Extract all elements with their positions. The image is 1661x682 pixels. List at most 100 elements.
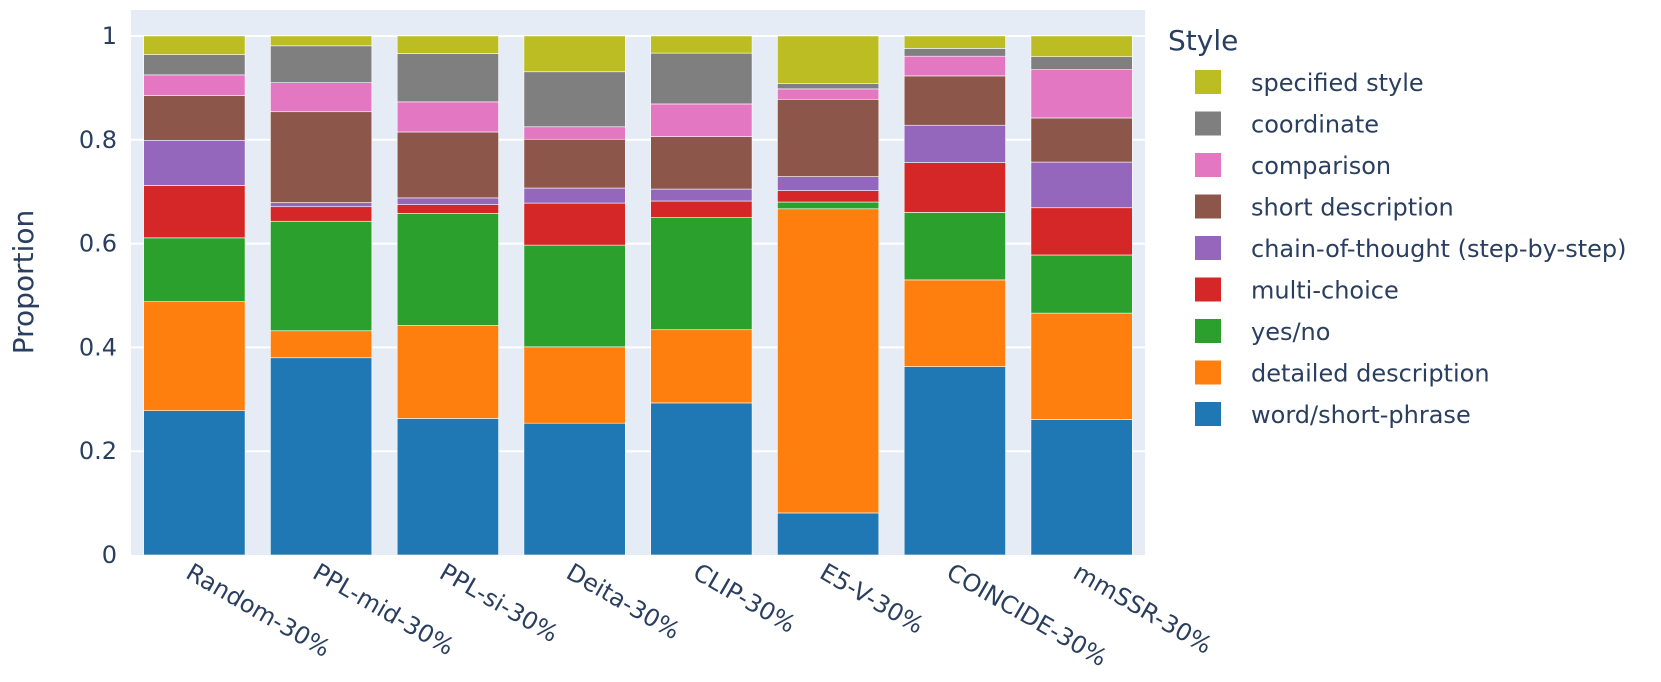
bar-segment: [396, 213, 499, 326]
bar-segment: [143, 54, 246, 76]
bar-segment: [270, 202, 373, 208]
bar-segment: [1030, 117, 1133, 163]
bar-segment: [523, 187, 626, 204]
y-tick-label: 0.6: [79, 230, 117, 258]
bar-segment: [523, 126, 626, 140]
bar-segment: [396, 101, 499, 133]
bar-segment: [1030, 69, 1133, 119]
legend-swatch: [1195, 153, 1221, 177]
bar-segment: [270, 330, 373, 359]
bar-segment: [523, 35, 626, 73]
bar-segment: [523, 138, 626, 189]
legend-swatch: [1195, 360, 1221, 385]
legend-swatch: [1195, 402, 1221, 426]
bar-segment: [270, 35, 373, 47]
legend-label: multi-choice: [1251, 277, 1399, 305]
legend-label: coordinate: [1251, 111, 1379, 139]
bar-segment: [777, 190, 880, 203]
legend-swatch: [1195, 319, 1221, 343]
bar-segment: [650, 217, 753, 331]
bar-segment: [903, 75, 1006, 126]
legend-swatch: [1195, 277, 1221, 302]
bar-segment: [650, 402, 753, 556]
bar-segment: [523, 244, 626, 348]
bar-segment: [270, 357, 373, 556]
bar-segment: [396, 204, 499, 214]
bar-segment: [143, 410, 246, 556]
y-axis-ticks: 0 0.2 0.4 0.6 0.8 1: [79, 22, 117, 569]
legend-label: specified style: [1251, 69, 1424, 97]
y-tick-label: 0: [102, 541, 117, 569]
bar-segment: [143, 74, 246, 96]
bar-segment: [396, 131, 499, 199]
y-tick-label: 0.4: [79, 333, 117, 361]
legend-swatch: [1195, 70, 1221, 94]
legend-items: specified style coordinate comparison short…: [1195, 69, 1626, 429]
bar-segment: [523, 346, 626, 424]
legend-swatch: [1195, 111, 1221, 136]
legend-swatch: [1195, 194, 1221, 219]
x-axis-ticks: Random-30%PPL-mid-30%PPL-si-30%Deita-30%…: [181, 558, 1216, 672]
bar-segment: [903, 162, 1006, 213]
bar-segment: [903, 366, 1006, 556]
bar-segment: [650, 103, 753, 137]
bar-segment: [396, 325, 499, 419]
bar-segment: [143, 301, 246, 412]
bar-segment: [396, 35, 499, 54]
bar-segment: [1030, 254, 1133, 314]
bar-segment: [903, 212, 1006, 281]
bar-segment: [650, 188, 753, 202]
bar-segment: [777, 512, 880, 556]
bar-segment: [1030, 312, 1133, 420]
bar-segment: [903, 35, 1006, 49]
legend-label: detailed description: [1251, 360, 1490, 388]
bar-segment: [650, 329, 753, 404]
bar-segment: [650, 52, 753, 105]
bar-segment: [1030, 161, 1133, 209]
bar-segment: [777, 83, 880, 90]
legend-swatch: [1195, 236, 1221, 260]
bar-segment: [903, 55, 1006, 77]
bar-segment: [523, 422, 626, 556]
bar-segment: [650, 35, 753, 54]
bar-segment: [777, 35, 880, 85]
x-tick-label: Deita-30%: [562, 558, 685, 645]
bar-segment: [270, 82, 373, 113]
bar-segment: [523, 202, 626, 246]
bar-segment: [903, 48, 1006, 57]
legend-title: Style: [1168, 24, 1238, 57]
legend-label: yes/no: [1251, 318, 1330, 346]
bar-segment: [1030, 207, 1133, 256]
y-tick-label: 0.2: [79, 437, 117, 465]
legend: Style specified style coordinate compariso…: [1168, 24, 1626, 429]
bar-segment: [903, 279, 1006, 367]
y-axis-title: Proportion: [7, 210, 40, 354]
bar-segment: [1030, 56, 1133, 70]
bar-segment: [1030, 419, 1133, 556]
y-tick-label: 0.8: [79, 126, 117, 154]
bar-segment: [143, 185, 246, 239]
bars: [143, 35, 1133, 556]
bar-segment: [903, 124, 1006, 163]
bar-segment: [143, 35, 246, 55]
bar-segment: [270, 220, 373, 332]
bar-segment: [270, 45, 373, 83]
bar-segment: [143, 237, 246, 303]
x-tick-label: E5-V-30%: [815, 558, 928, 640]
bar-segment: [396, 53, 499, 103]
bar-segment: [270, 111, 373, 203]
legend-label: short description: [1251, 194, 1454, 222]
bar-segment: [777, 176, 880, 191]
bar-segment: [270, 206, 373, 222]
bar-segment: [396, 197, 499, 205]
bar-segment: [396, 418, 499, 556]
x-tick-label: CLIP-30%: [688, 558, 800, 639]
legend-label: comparison: [1251, 152, 1391, 180]
bar-segment: [1030, 35, 1133, 58]
bar-segment: [777, 98, 880, 177]
bar-segment: [143, 95, 246, 141]
bar-segment: [777, 208, 880, 514]
bar-segment: [143, 139, 246, 186]
bar-segment: [523, 71, 626, 128]
